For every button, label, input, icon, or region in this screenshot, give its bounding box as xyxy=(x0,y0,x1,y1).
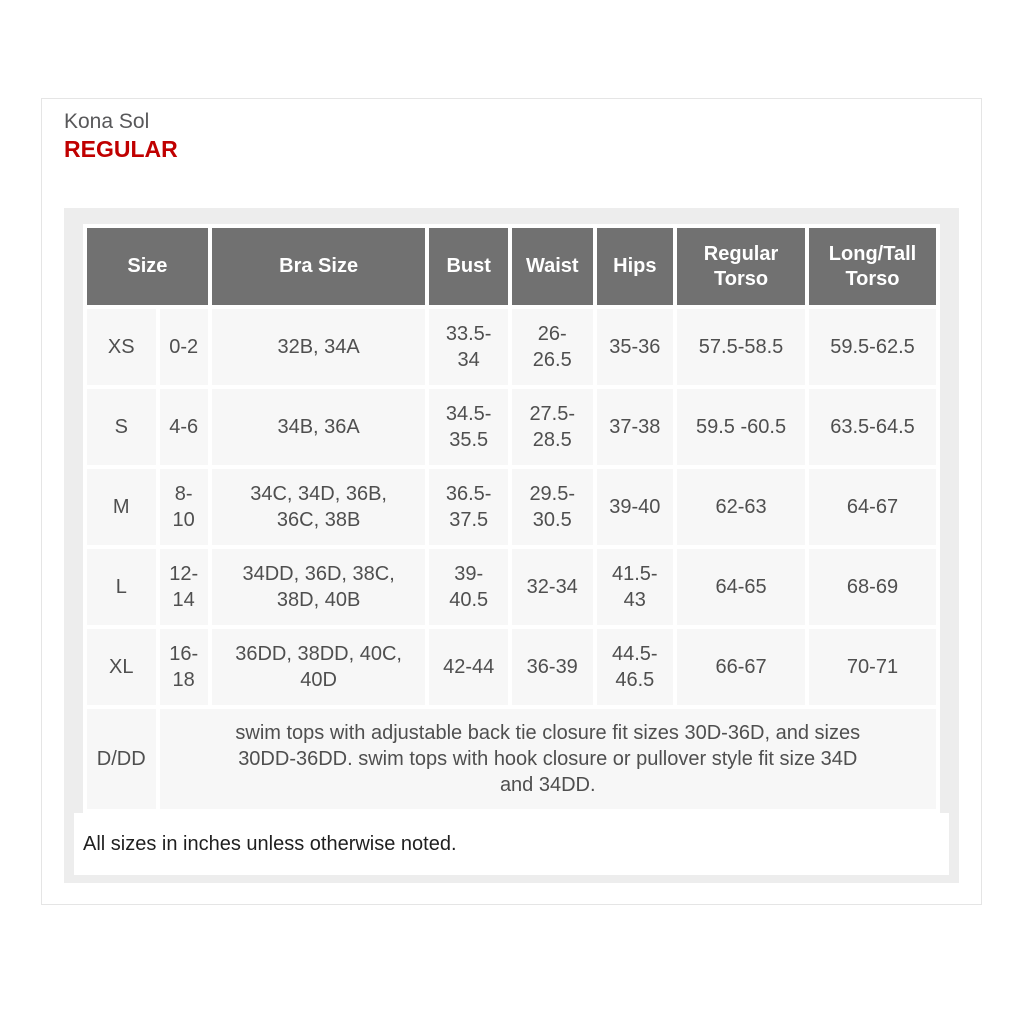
long-tall-torso-cell: 63.5-64.5 xyxy=(809,389,936,465)
long-tall-torso-cell: 70-71 xyxy=(809,629,936,705)
hips-cell: 35-36 xyxy=(596,309,674,385)
col-header-bust: Bust xyxy=(429,228,508,305)
hips-cell: 39-40 xyxy=(596,469,674,545)
numeric-size-cell: 12- 14 xyxy=(159,549,208,625)
hips-cell: 44.5- 46.5 xyxy=(596,629,674,705)
regular-torso-cell: 66-67 xyxy=(677,629,805,705)
size-cell: XL xyxy=(87,629,156,705)
table-row-s: S 4-6 34B, 36A 34.5- 35.5 27.5- 28.5 37-… xyxy=(87,389,936,465)
bust-cell: 33.5- 34 xyxy=(429,309,508,385)
waist-cell: 36-39 xyxy=(511,629,593,705)
waist-cell: 29.5- 30.5 xyxy=(511,469,593,545)
table-row-xl: XL 16- 18 36DD, 38DD, 40C, 40D 42-44 36-… xyxy=(87,629,936,705)
table-row-l: L 12- 14 34DD, 36D, 38C, 38D, 40B 39- 40… xyxy=(87,549,936,625)
long-tall-torso-cell: 64-67 xyxy=(809,469,936,545)
hips-cell: 41.5- 43 xyxy=(596,549,674,625)
long-tall-torso-cell: 68-69 xyxy=(809,549,936,625)
size-cell: S xyxy=(87,389,156,465)
dd-label-cell: D/DD xyxy=(87,709,156,809)
col-header-regular-torso: Regular Torso xyxy=(677,228,805,305)
note-text: All sizes in inches unless otherwise not… xyxy=(83,832,457,855)
col-header-long-tall-torso: Long/Tall Torso xyxy=(809,228,936,305)
hips-cell: 37-38 xyxy=(596,389,674,465)
size-cell: M xyxy=(87,469,156,545)
col-header-size: Size xyxy=(87,228,208,305)
table-row-m: M 8- 10 34C, 34D, 36B, 36C, 38B 36.5- 37… xyxy=(87,469,936,545)
long-tall-torso-cell: 59.5-62.5 xyxy=(809,309,936,385)
regular-torso-cell: 62-63 xyxy=(677,469,805,545)
bra-size-cell: 34C, 34D, 36B, 36C, 38B xyxy=(211,469,426,545)
waist-cell: 26- 26.5 xyxy=(511,309,593,385)
numeric-size-cell: 16- 18 xyxy=(159,629,208,705)
fit-label: REGULAR xyxy=(64,136,178,162)
table-row-ddd: D/DD swim tops with adjustable back tie … xyxy=(87,709,936,809)
bra-size-cell: 34B, 36A xyxy=(211,389,426,465)
waist-cell: 32-34 xyxy=(511,549,593,625)
numeric-size-cell: 8- 10 xyxy=(159,469,208,545)
bra-size-cell: 32B, 34A xyxy=(211,309,426,385)
waist-cell: 27.5- 28.5 xyxy=(511,389,593,465)
regular-torso-cell: 64-65 xyxy=(677,549,805,625)
table-row-xs: XS 0-2 32B, 34A 33.5- 34 26- 26.5 35-36 … xyxy=(87,309,936,385)
numeric-size-cell: 4-6 xyxy=(159,389,208,465)
col-header-waist: Waist xyxy=(511,228,593,305)
size-cell: XS xyxy=(87,309,156,385)
size-chart-table: Size Bra Size Bust Waist Hips Regular To… xyxy=(83,224,940,813)
dd-note-cell: swim tops with adjustable back tie closu… xyxy=(159,709,936,809)
note-bar: All sizes in inches unless otherwise not… xyxy=(74,813,949,875)
bust-cell: 34.5- 35.5 xyxy=(429,389,508,465)
size-chart-card: Kona Sol REGULAR Size Bra Size Bust Wais… xyxy=(41,98,982,905)
bust-cell: 42-44 xyxy=(429,629,508,705)
bra-size-cell: 34DD, 36D, 38C, 38D, 40B xyxy=(211,549,426,625)
bust-cell: 36.5- 37.5 xyxy=(429,469,508,545)
bust-cell: 39- 40.5 xyxy=(429,549,508,625)
numeric-size-cell: 0-2 xyxy=(159,309,208,385)
size-cell: L xyxy=(87,549,156,625)
col-header-hips: Hips xyxy=(596,228,674,305)
regular-torso-cell: 59.5 -60.5 xyxy=(677,389,805,465)
regular-torso-cell: 57.5-58.5 xyxy=(677,309,805,385)
brand-title: Kona Sol xyxy=(64,110,150,133)
bra-size-cell: 36DD, 38DD, 40C, 40D xyxy=(211,629,426,705)
size-chart-panel: Size Bra Size Bust Waist Hips Regular To… xyxy=(64,208,959,883)
col-header-bra-size: Bra Size xyxy=(211,228,426,305)
header-row: Size Bra Size Bust Waist Hips Regular To… xyxy=(87,228,936,305)
